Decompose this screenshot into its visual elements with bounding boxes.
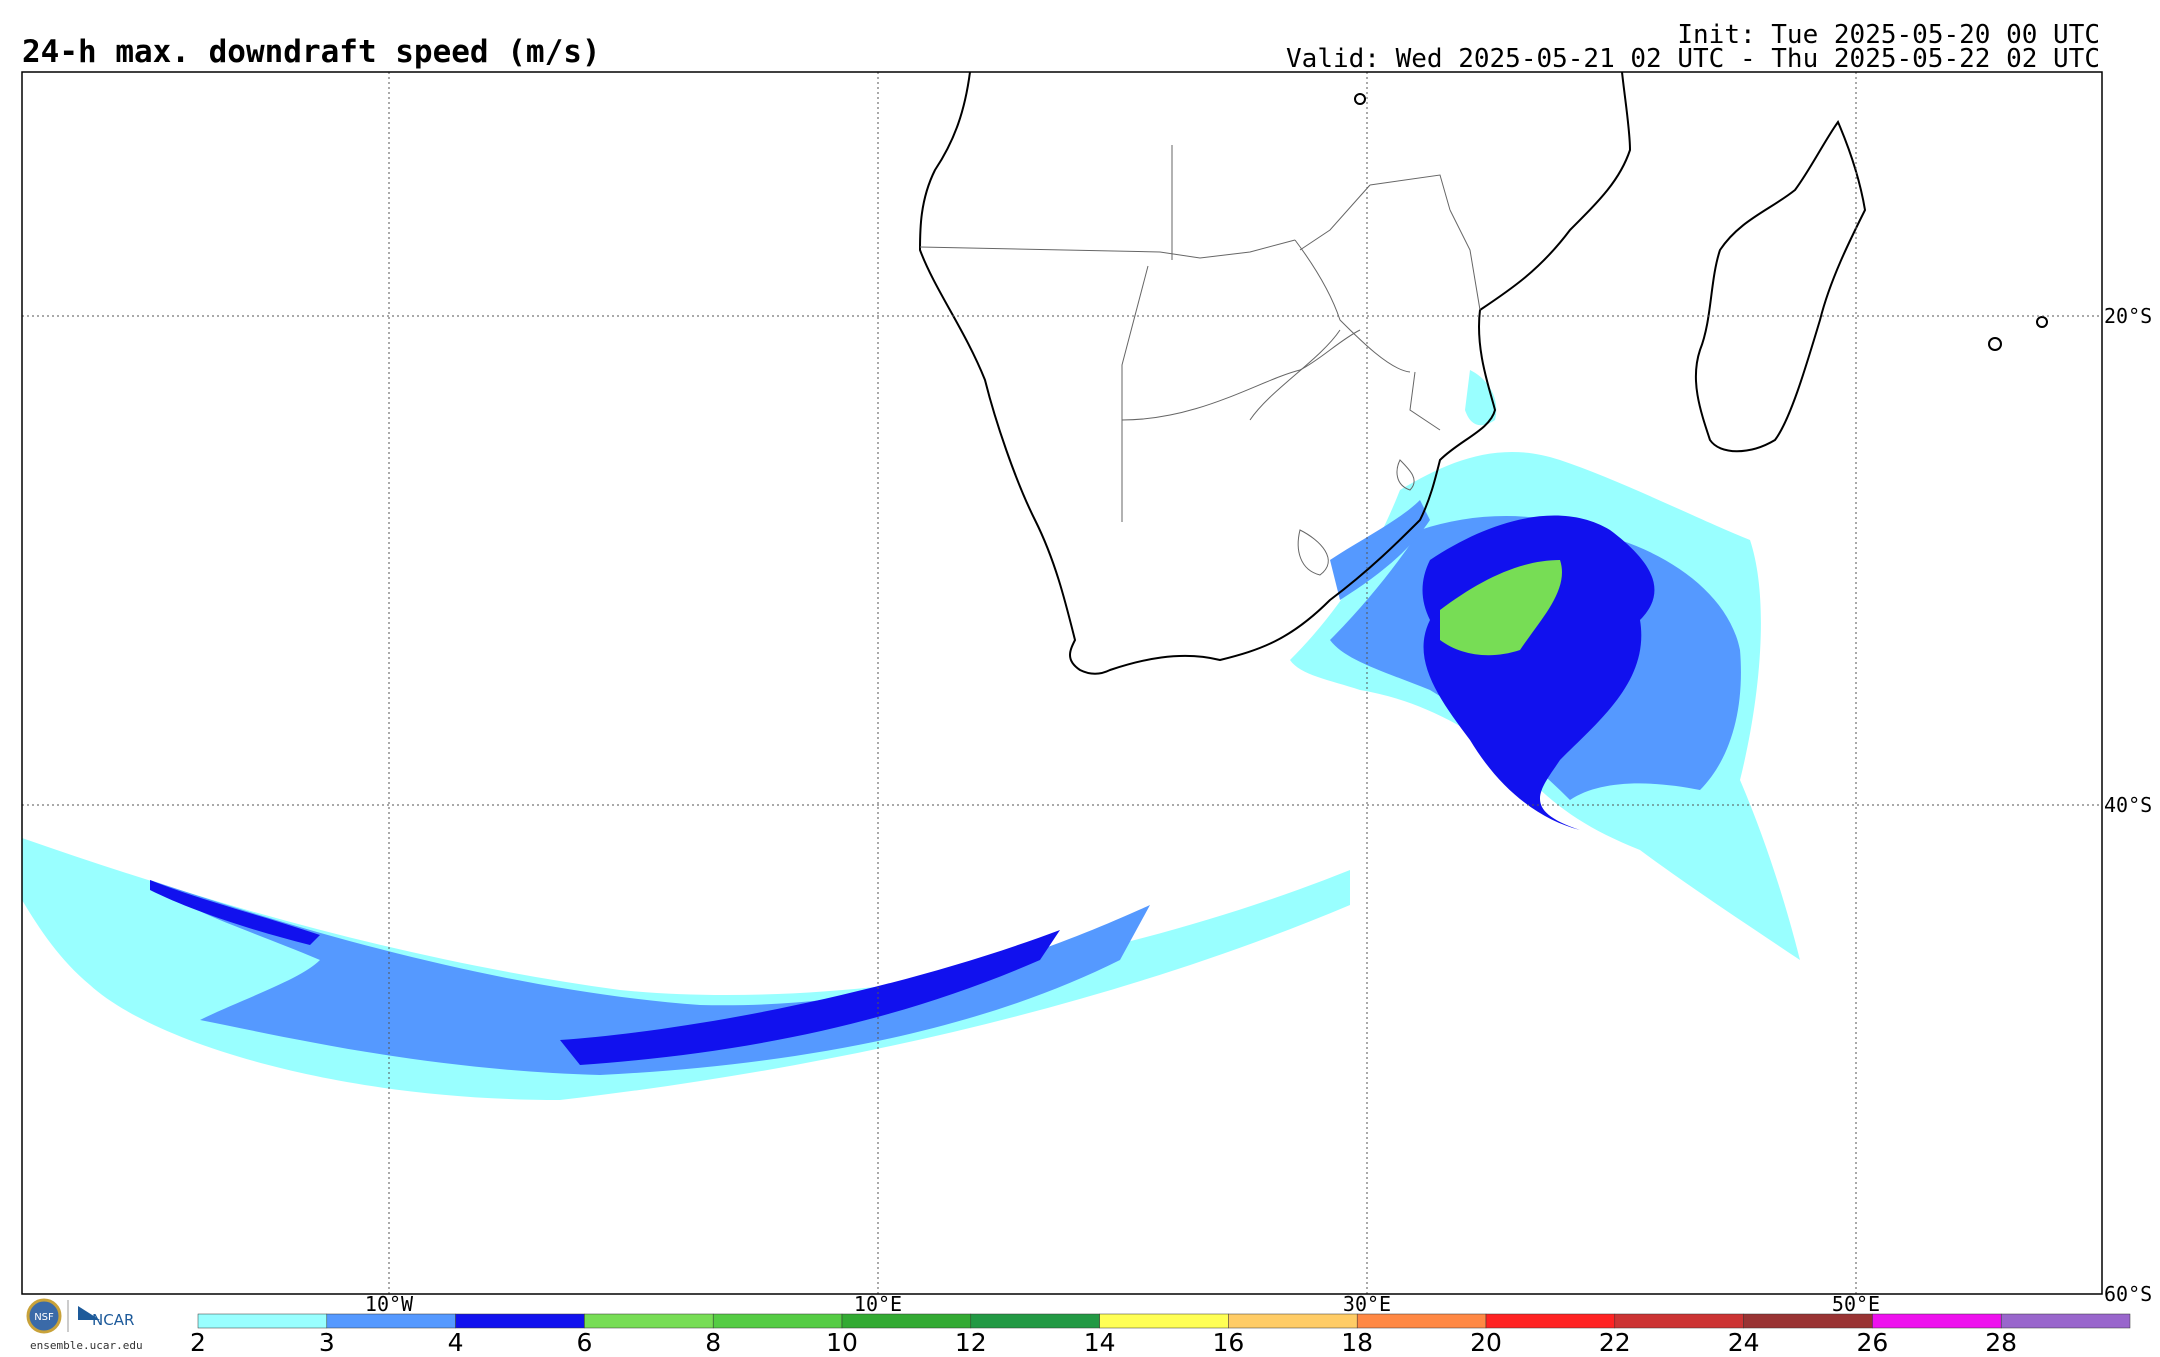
colorbar-tick-label: 18	[1341, 1328, 1374, 1357]
colorbar-tick-label: 2	[190, 1328, 206, 1357]
init-time: Init: Tue 2025-05-20 00 UTC	[1677, 20, 2100, 50]
mozambique-coast-field	[1465, 370, 1497, 426]
country-borders	[919, 145, 1481, 576]
madagascar-outline	[1694, 119, 1867, 453]
reunion-outline	[2036, 316, 2048, 328]
colorbar-tick-label: 8	[705, 1328, 722, 1357]
africa-coastline	[918, 72, 1632, 675]
colorbar-swatch	[1485, 1313, 1616, 1329]
southern-band-medium	[150, 880, 1150, 1075]
colorbar-tick-label: 6	[576, 1328, 593, 1357]
lon-label-10w: 10°W	[364, 1292, 414, 1316]
colorbar-swatch	[1228, 1313, 1358, 1329]
indian-ocean-field-green	[1440, 560, 1562, 656]
svg-text:NSF: NSF	[34, 1312, 54, 1323]
colorbar-tick-label: 22	[1598, 1328, 1631, 1357]
graticule	[22, 72, 2102, 1294]
lat-label-60s: 60°S	[2104, 1282, 2153, 1306]
lon-label-50e: 50°E	[1831, 1292, 1881, 1316]
map-title: 24-h max. downdraft speed (m/s)	[22, 34, 601, 70]
colorbar-swatch	[197, 1313, 328, 1329]
lon-label-30e: 30°E	[1342, 1292, 1392, 1316]
lat-label-40s: 40°S	[2104, 793, 2153, 817]
colorbar-tick-label: 12	[954, 1328, 987, 1357]
colorbar-swatch	[1743, 1313, 1873, 1329]
colorbar-swatch	[841, 1313, 972, 1329]
lon-label-10e: 10°E	[853, 1292, 903, 1316]
colorbar-tick-label: 26	[1856, 1328, 1889, 1357]
map-background	[22, 72, 2102, 1294]
valid-time: Valid: Wed 2025-05-21 02 UTC - Thu 2025-…	[1286, 44, 2100, 74]
colorbar	[197, 1313, 2131, 1329]
map-frame	[21, 71, 2103, 1295]
lake-outline	[1354, 93, 1366, 105]
svg-text:NCAR: NCAR	[92, 1311, 134, 1329]
colorbar-swatch	[1356, 1313, 1487, 1329]
colorbar-swatch	[1872, 1313, 2002, 1329]
logo-url: ensemble.ucar.edu	[30, 1339, 143, 1352]
colorbar-swatch	[1099, 1313, 1229, 1329]
colorbar-tick-label: 16	[1212, 1328, 1245, 1357]
lat-label-20s: 20°S	[2104, 304, 2153, 328]
colorbar-tick-label: 3	[318, 1328, 335, 1357]
colorbar-swatch	[584, 1313, 714, 1329]
natal-field	[1330, 500, 1430, 600]
colorbar-tick-label: 10	[826, 1328, 858, 1357]
colorbar-swatch	[326, 1313, 456, 1329]
colorbar-tick-label: 20	[1470, 1328, 1502, 1357]
mauritius-outline	[1988, 337, 2002, 351]
colorbar-tick-label: 4	[447, 1328, 464, 1357]
colorbar-tick-label: 14	[1083, 1328, 1116, 1357]
southern-band-dark-west	[150, 880, 320, 945]
colorbar-swatch	[455, 1313, 585, 1329]
colorbar-tick-label: 24	[1727, 1328, 1760, 1357]
colorbar-swatch	[1614, 1313, 1744, 1329]
colorbar-swatch	[712, 1313, 843, 1329]
southern-band-dark	[560, 930, 1060, 1065]
colorbar-swatch	[970, 1313, 1100, 1329]
ncar-logo: NSF NCAR	[26, 1298, 134, 1334]
downdraft-field	[22, 370, 1800, 1100]
colorbar-tick-label: 28	[1985, 1328, 2018, 1357]
colorbar-swatch	[2000, 1313, 2131, 1329]
